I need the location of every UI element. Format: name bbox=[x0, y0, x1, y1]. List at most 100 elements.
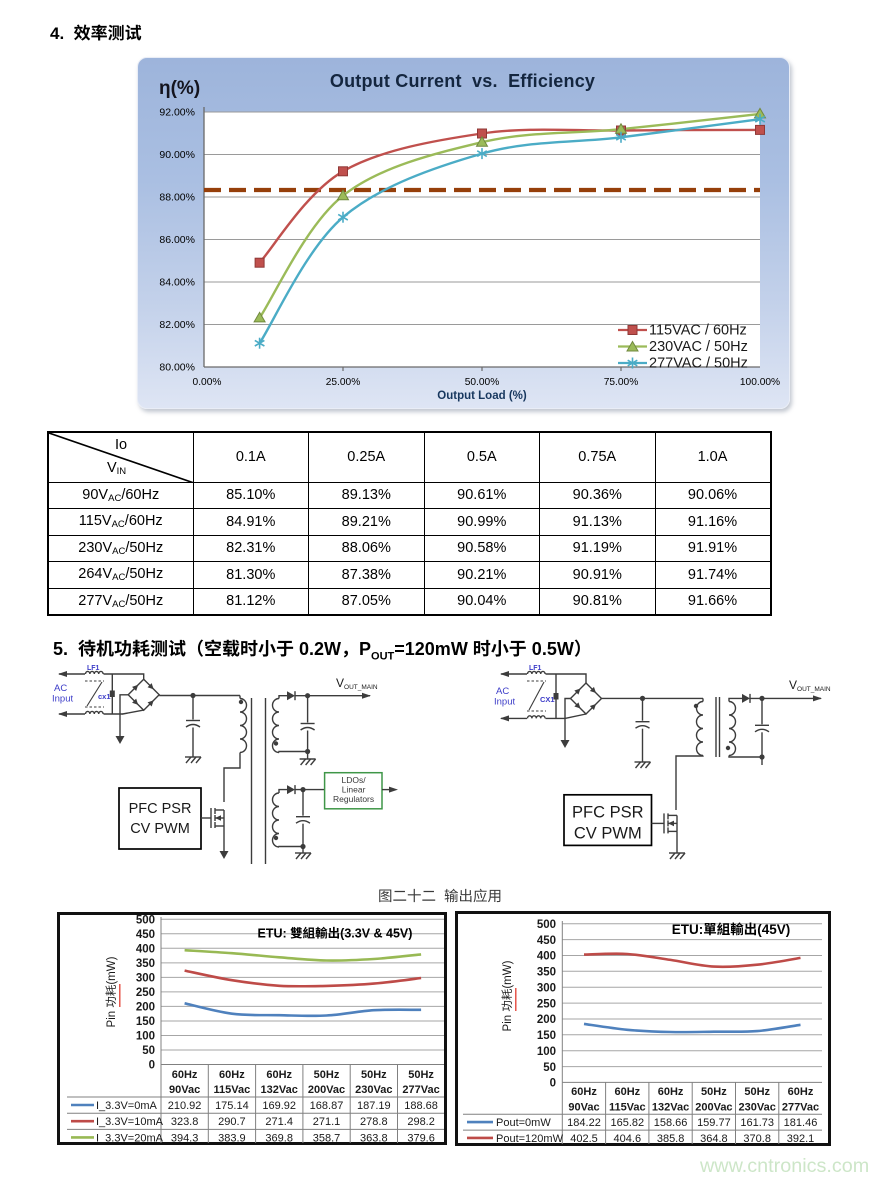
svg-text:271.4: 271.4 bbox=[265, 1116, 293, 1128]
svg-text:165.82: 165.82 bbox=[610, 1117, 644, 1129]
svg-text:500: 500 bbox=[537, 919, 556, 931]
svg-text:LF1: LF1 bbox=[87, 665, 100, 672]
svg-text:394.3: 394.3 bbox=[171, 1132, 199, 1144]
svg-text:I_3.3V=10mA: I_3.3V=10mA bbox=[96, 1116, 164, 1128]
svg-text:271.1: 271.1 bbox=[313, 1116, 341, 1128]
svg-text:358.7: 358.7 bbox=[313, 1132, 341, 1144]
svg-text:Output Load (%): Output Load (%) bbox=[437, 390, 527, 402]
svg-text:90.00%: 90.00% bbox=[159, 149, 195, 161]
svg-text:VOUT_MAIN: VOUT_MAIN bbox=[789, 678, 831, 693]
svg-text:Pout=0mW: Pout=0mW bbox=[496, 1117, 551, 1129]
svg-text:I_3.3V=0mA: I_3.3V=0mA bbox=[96, 1100, 158, 1112]
svg-text:300: 300 bbox=[537, 982, 556, 994]
svg-text:60Hz: 60Hz bbox=[788, 1086, 814, 1098]
svg-text:Regulators: Regulators bbox=[333, 794, 374, 804]
svg-text:404.6: 404.6 bbox=[614, 1133, 642, 1145]
svg-text:277VAC / 50Hz: 277VAC / 50Hz bbox=[649, 356, 748, 372]
svg-text:50: 50 bbox=[142, 1045, 155, 1057]
svg-text:181.46: 181.46 bbox=[784, 1117, 818, 1129]
svg-text:230VAC / 50Hz: 230VAC / 50Hz bbox=[649, 339, 748, 355]
svg-text:50Hz: 50Hz bbox=[314, 1069, 340, 1081]
svg-text:370.8: 370.8 bbox=[743, 1133, 771, 1145]
svg-text:277Vac: 277Vac bbox=[402, 1084, 439, 1096]
svg-text:450: 450 bbox=[537, 935, 556, 947]
svg-text:161.73: 161.73 bbox=[740, 1117, 774, 1129]
svg-text:200Vac: 200Vac bbox=[695, 1102, 732, 1114]
svg-text:cx1: cx1 bbox=[98, 692, 111, 701]
svg-text:60Hz: 60Hz bbox=[266, 1069, 292, 1081]
svg-text:350: 350 bbox=[537, 967, 556, 979]
svg-text:132Vac: 132Vac bbox=[652, 1102, 689, 1114]
svg-text:50Hz: 50Hz bbox=[361, 1069, 387, 1081]
svg-text:115Vac: 115Vac bbox=[214, 1084, 251, 1096]
svg-text:175.14: 175.14 bbox=[215, 1100, 249, 1112]
svg-text:25.00%: 25.00% bbox=[326, 377, 361, 388]
svg-text:0.00%: 0.00% bbox=[193, 377, 222, 388]
svg-text:ETU:單組輸出(45V): ETU:單組輸出(45V) bbox=[672, 922, 791, 937]
svg-text:250: 250 bbox=[136, 987, 155, 999]
svg-text:VOUT_MAIN: VOUT_MAIN bbox=[336, 676, 378, 691]
svg-text:82.00%: 82.00% bbox=[159, 319, 195, 331]
svg-text:184.22: 184.22 bbox=[567, 1117, 601, 1129]
svg-text:385.8: 385.8 bbox=[657, 1133, 685, 1145]
svg-text:Pout=120mW: Pout=120mW bbox=[496, 1133, 564, 1145]
svg-text:75.00%: 75.00% bbox=[604, 377, 639, 388]
svg-text:60Hz: 60Hz bbox=[658, 1086, 684, 1098]
svg-text:250: 250 bbox=[537, 998, 556, 1010]
svg-text:188.68: 188.68 bbox=[404, 1100, 438, 1112]
svg-text:80.00%: 80.00% bbox=[159, 362, 195, 374]
svg-text:159.77: 159.77 bbox=[697, 1117, 731, 1129]
svg-text:PFC PSR: PFC PSR bbox=[572, 804, 644, 822]
svg-text:50Hz: 50Hz bbox=[408, 1069, 434, 1081]
svg-text:200Vac: 200Vac bbox=[308, 1084, 345, 1096]
svg-text:369.8: 369.8 bbox=[265, 1132, 293, 1144]
svg-text:AC: AC bbox=[54, 683, 67, 694]
svg-text:363.8: 363.8 bbox=[360, 1132, 388, 1144]
svg-text:60Hz: 60Hz bbox=[172, 1069, 198, 1081]
svg-text:150: 150 bbox=[537, 1030, 556, 1042]
svg-text:187.19: 187.19 bbox=[357, 1100, 391, 1112]
svg-text:450: 450 bbox=[136, 929, 155, 941]
svg-text:I_3.3V=20mA: I_3.3V=20mA bbox=[96, 1132, 164, 1144]
svg-text:92.00%: 92.00% bbox=[159, 107, 195, 119]
svg-text:60Hz: 60Hz bbox=[614, 1086, 640, 1098]
svg-text:AC: AC bbox=[496, 686, 509, 697]
svg-text:230Vac: 230Vac bbox=[739, 1102, 776, 1114]
svg-text:379.6: 379.6 bbox=[407, 1132, 435, 1144]
svg-text:Linear: Linear bbox=[342, 785, 366, 795]
svg-text:Input: Input bbox=[52, 694, 73, 705]
svg-text:278.8: 278.8 bbox=[360, 1116, 388, 1128]
svg-text:300: 300 bbox=[136, 973, 155, 985]
svg-text:0: 0 bbox=[149, 1060, 155, 1072]
svg-text:Output Current vs. Efficienc: Output Current vs. Efficiency bbox=[330, 71, 595, 91]
svg-text:150: 150 bbox=[136, 1016, 155, 1028]
svg-text:LF1: LF1 bbox=[529, 665, 542, 672]
svg-text:90Vac: 90Vac bbox=[568, 1102, 599, 1114]
svg-text:500: 500 bbox=[136, 915, 155, 927]
svg-text:50: 50 bbox=[543, 1062, 556, 1074]
svg-text:PFC PSR: PFC PSR bbox=[129, 801, 192, 817]
svg-text:323.8: 323.8 bbox=[171, 1116, 199, 1128]
svg-text:115VAC / 60Hz: 115VAC / 60Hz bbox=[649, 323, 747, 339]
svg-text:50Hz: 50Hz bbox=[744, 1086, 770, 1098]
svg-text:402.5: 402.5 bbox=[570, 1133, 598, 1145]
svg-text:50.00%: 50.00% bbox=[465, 377, 500, 388]
svg-text:Input: Input bbox=[494, 697, 515, 708]
svg-text:400: 400 bbox=[537, 951, 556, 963]
svg-text:392.1: 392.1 bbox=[787, 1133, 815, 1145]
svg-text:350: 350 bbox=[136, 958, 155, 970]
svg-text:50Hz: 50Hz bbox=[701, 1086, 727, 1098]
svg-text:100.00%: 100.00% bbox=[740, 377, 780, 388]
svg-text:CX1: CX1 bbox=[540, 695, 555, 704]
svg-text:60Hz: 60Hz bbox=[571, 1086, 597, 1098]
svg-text:230Vac: 230Vac bbox=[355, 1084, 392, 1096]
svg-text:200: 200 bbox=[537, 1014, 556, 1026]
svg-text:CV PWM: CV PWM bbox=[130, 821, 190, 837]
svg-text:132Vac: 132Vac bbox=[261, 1084, 298, 1096]
svg-text:169.92: 169.92 bbox=[262, 1100, 296, 1112]
svg-text:298.2: 298.2 bbox=[407, 1116, 435, 1128]
svg-text:60Hz: 60Hz bbox=[219, 1069, 245, 1081]
svg-text:88.00%: 88.00% bbox=[159, 192, 195, 204]
svg-text:115Vac: 115Vac bbox=[609, 1102, 646, 1114]
svg-text:LDOs/: LDOs/ bbox=[342, 775, 367, 785]
